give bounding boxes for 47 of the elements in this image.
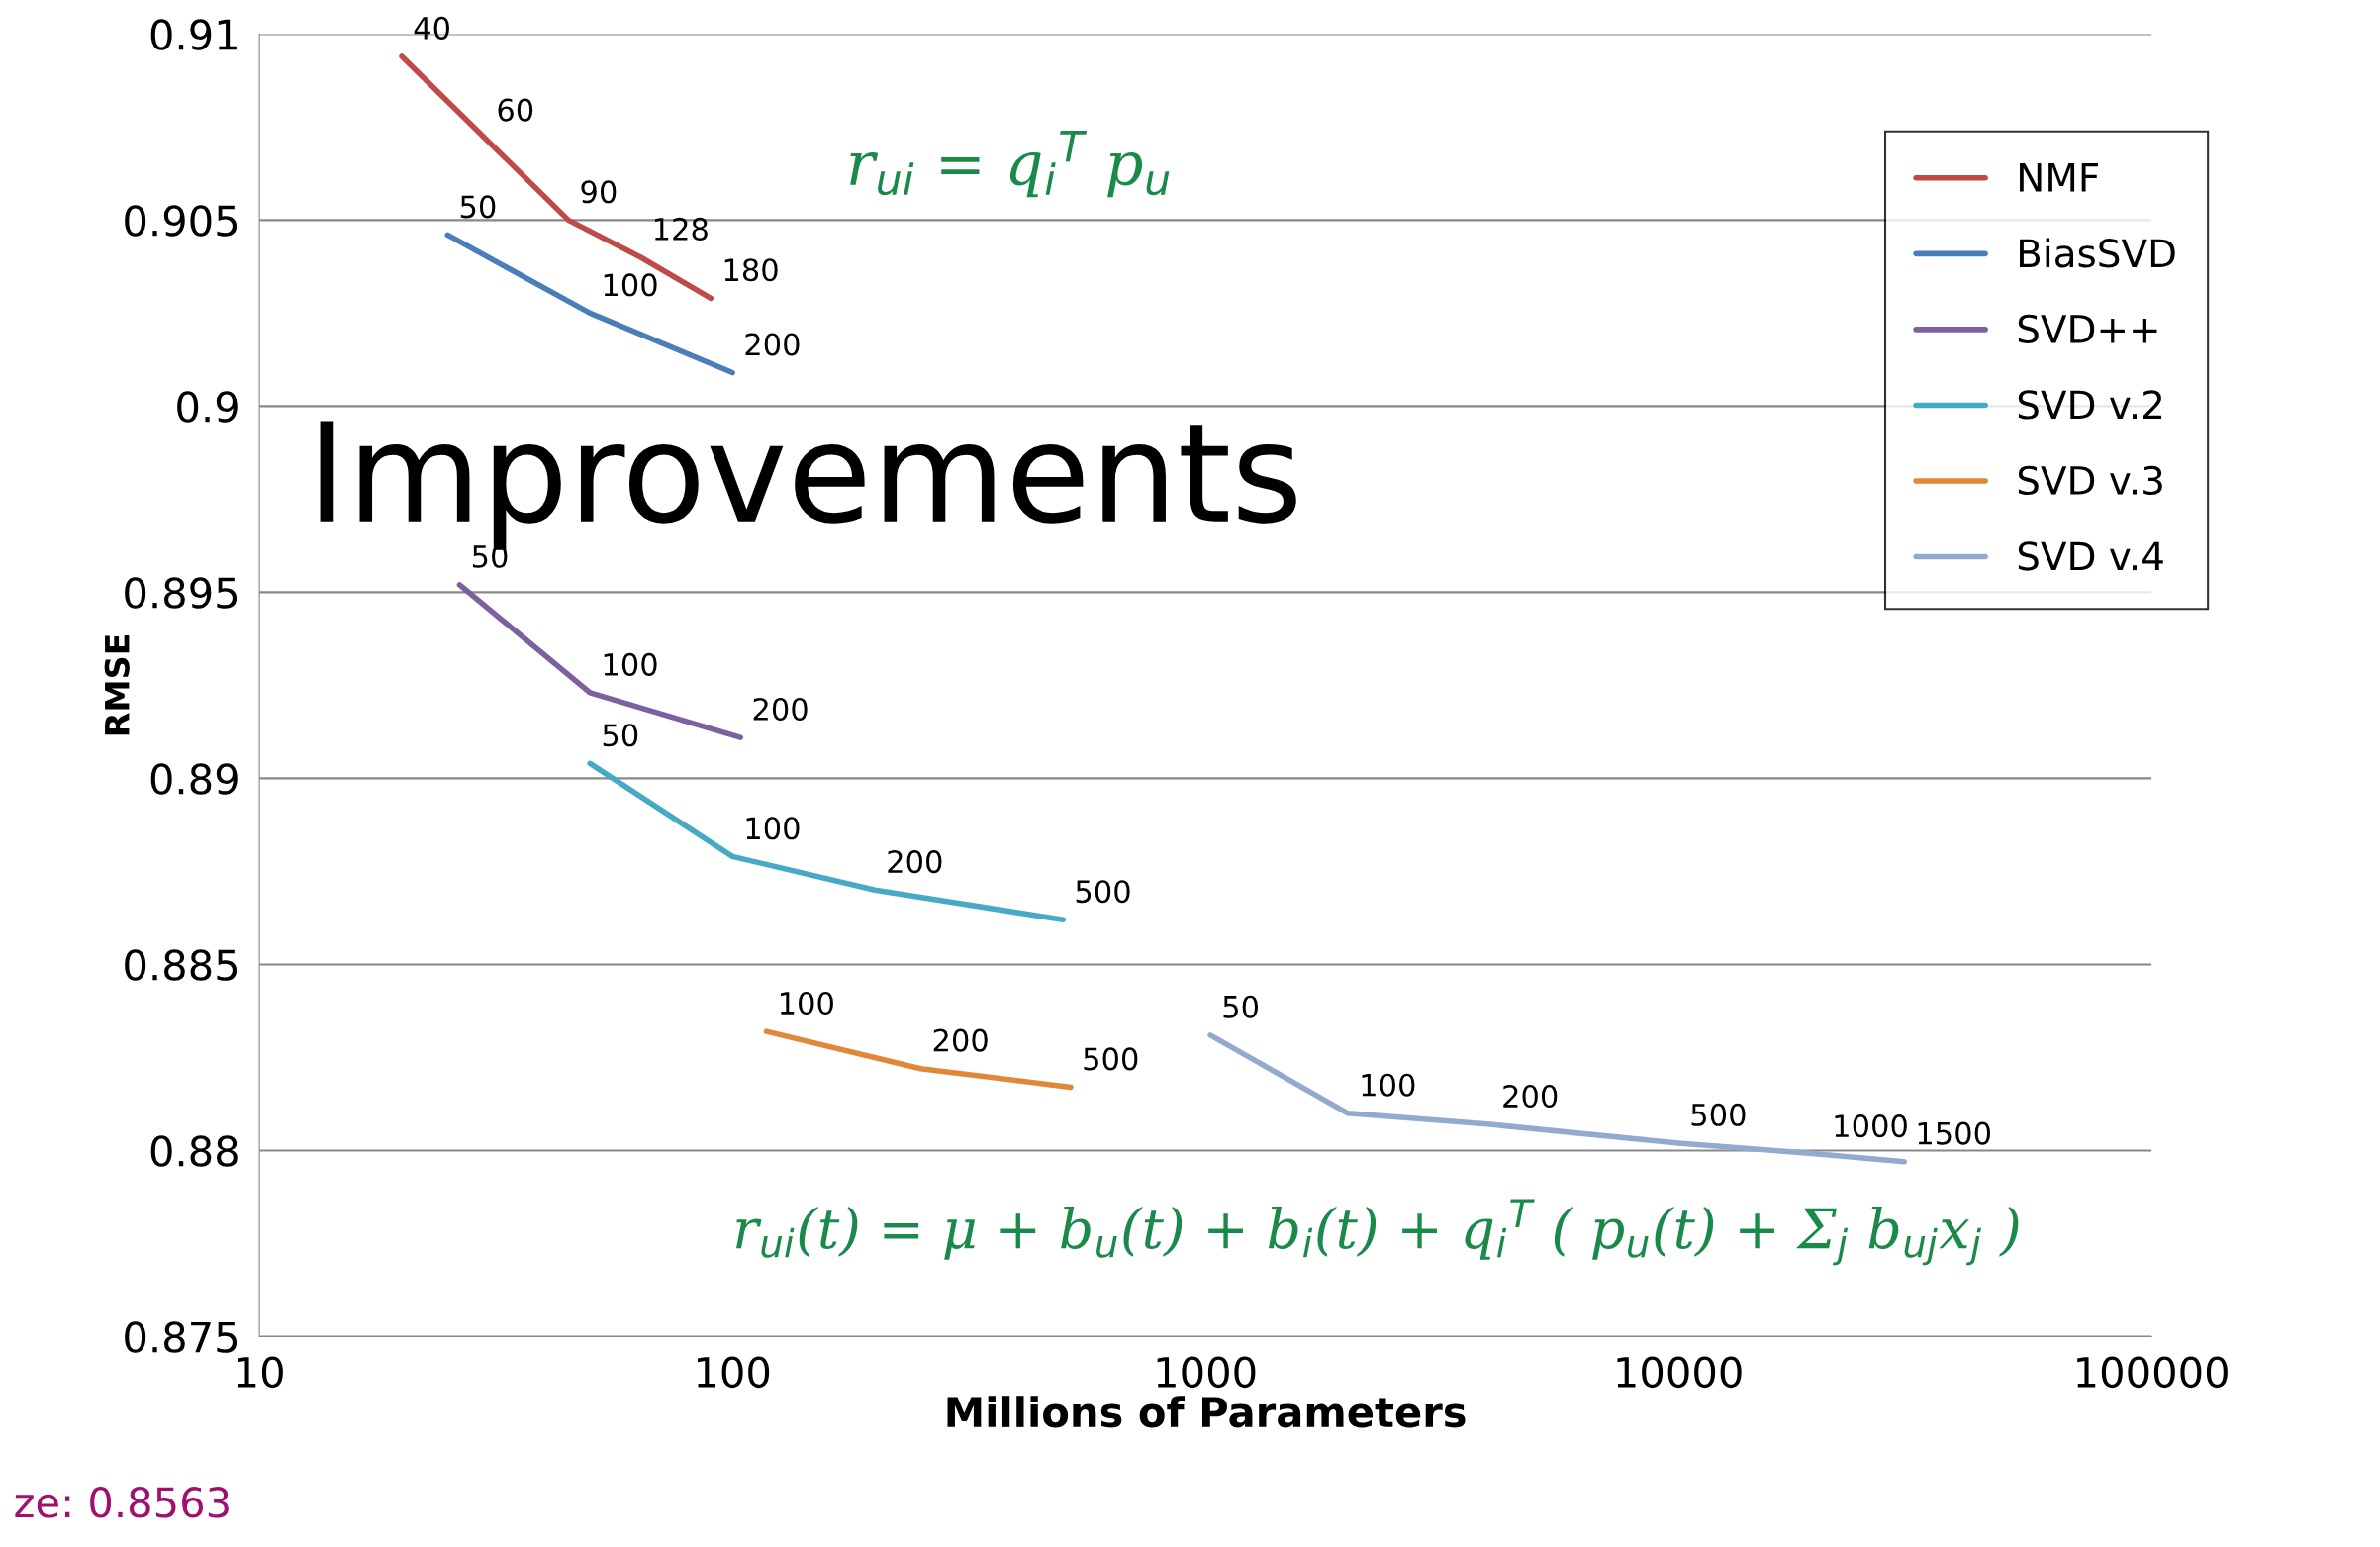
x-tick-label: 1000 xyxy=(1157,1356,1256,1389)
legend-label: SVD v.2 xyxy=(2018,390,2162,420)
annotation: 1500 xyxy=(1918,1121,1991,1145)
y-tick-label: 0.895 xyxy=(125,577,238,609)
annotation: 200 xyxy=(745,333,800,356)
annotation: 1000 xyxy=(1835,1114,1907,1138)
annotation: 500 xyxy=(1076,880,1130,904)
text: r$_{ui}$(t) = μ + b$_{u}$(t) + b$_{i}$(t) + q$_{i}$$^{T}$ ( p$_{u}$(t) + Σ$_{j}$ b$_{uj}$x$_{j}$ ) xyxy=(736,1199,2019,1266)
text: ze: 0.8563 xyxy=(15,1487,229,1518)
annotation: 128 xyxy=(654,217,708,241)
legend-label: BiasSVD xyxy=(2020,238,2175,268)
annotation: 40 xyxy=(414,16,449,40)
annotation: 100 xyxy=(780,991,833,1015)
annotation: 500 xyxy=(1084,1047,1138,1071)
annotation: 200 xyxy=(1503,1084,1558,1109)
annotation: 500 xyxy=(1691,1103,1746,1126)
x-tick-label: 10000 xyxy=(1617,1356,1742,1389)
legend-label: SVD v.4 xyxy=(2018,541,2163,571)
annotation: 200 xyxy=(888,850,942,874)
y-tick-label: 0.875 xyxy=(125,1321,238,1353)
annotation: 90 xyxy=(581,180,617,204)
x-axis-title: Millions of Parameters xyxy=(947,1396,1466,1428)
annotation: 100 xyxy=(746,817,800,840)
annotation: 100 xyxy=(1362,1073,1415,1097)
y-tick-label: 0.89 xyxy=(150,763,238,795)
x-tick-label: 100000 xyxy=(2077,1356,2228,1389)
x-tick-label: 10 xyxy=(238,1356,283,1389)
legend-label: SVD++ xyxy=(2018,314,2157,344)
annotation: 100 xyxy=(604,652,657,676)
y-tick-label: 0.905 xyxy=(125,205,238,237)
y-tick-label: 0.91 xyxy=(150,19,237,50)
y-tick-label: 0.885 xyxy=(125,949,238,981)
legend-label: NMF xyxy=(2020,163,2098,192)
annotation: 200 xyxy=(933,1028,988,1052)
annotation: 60 xyxy=(498,98,533,122)
y-tick-label: 0.9 xyxy=(177,391,238,423)
y-tick-label: 0.88 xyxy=(150,1135,238,1167)
annotation: 50 xyxy=(603,724,638,747)
annotation: 200 xyxy=(753,697,808,722)
annotation: r$_{ui}$ = q$_{i}$$^{T}$ p$_{u}$ xyxy=(850,131,1170,198)
annotation: 100 xyxy=(604,273,657,297)
legend-label: SVD v.3 xyxy=(2018,465,2162,496)
x-tick-label: 100 xyxy=(697,1356,770,1389)
annotation: 50 xyxy=(460,195,496,219)
y-axis-title: RMSE xyxy=(104,635,130,735)
annotation: 180 xyxy=(724,258,778,282)
annotation: 50 xyxy=(1223,995,1259,1018)
